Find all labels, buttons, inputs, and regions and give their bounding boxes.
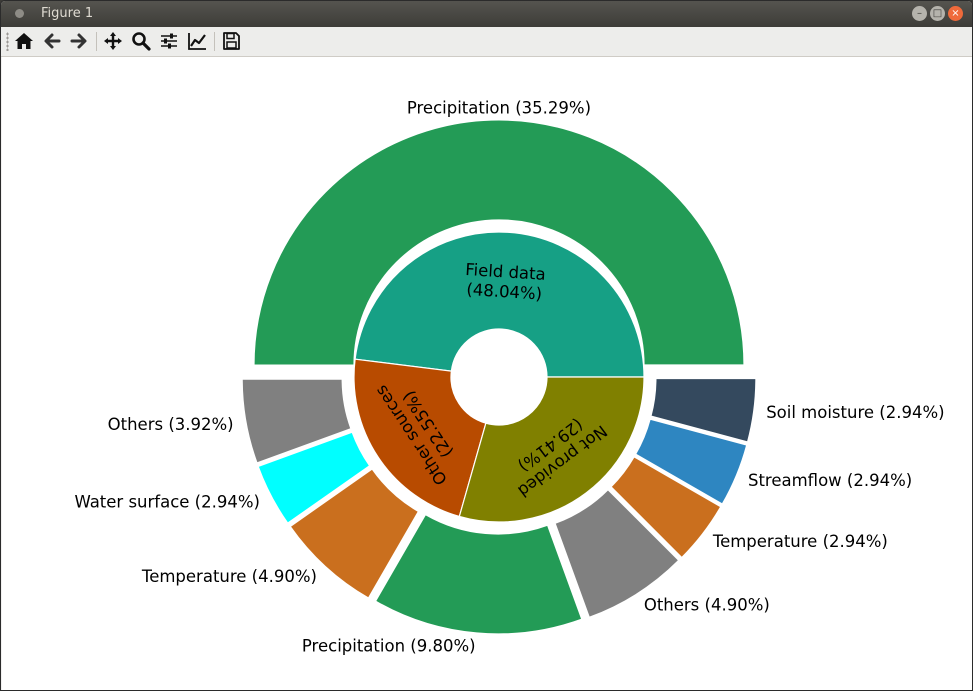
zoom-button[interactable]: [130, 30, 152, 52]
inner-label-field-data: Field data(48.04%): [464, 260, 547, 304]
outer-label-others-5: Others (4.90%): [644, 595, 770, 614]
move-icon: [104, 32, 122, 50]
outer-label-others-1: Others (3.92%): [108, 415, 234, 434]
outer-label-precipitation-4: Precipitation (9.80%): [302, 636, 476, 655]
nested-donut-chart: Field data(48.04%)Other sources(22.55%) N…: [74, 99, 944, 656]
figure-canvas[interactable]: Field data(48.04%) Other sources(22.55%) N…: [2, 57, 972, 690]
outer-label-soil-moisture-8: Soil moisture (2.94%): [766, 403, 944, 422]
outer-wedge-others-1[interactable]: [241, 378, 352, 464]
subplots-button[interactable]: [158, 30, 180, 52]
navigation-toolbar: [1, 27, 972, 57]
inner-ring: Field data(48.04%)Other sources(22.55%) N…: [353, 231, 645, 523]
inner-wedge-not-provided[interactable]: [458, 376, 645, 523]
toolbar-separator: [96, 32, 97, 51]
window-title: Figure 1: [41, 6, 94, 21]
sliders-icon: [161, 33, 177, 49]
outer-wedge-temperature-3[interactable]: [289, 468, 420, 599]
arrow-left-icon: [44, 33, 61, 49]
outer-wedge-water-surface-2[interactable]: [257, 431, 371, 524]
outer-wedge-precipitation-0[interactable]: [253, 119, 745, 366]
toolbar-separator: [214, 32, 215, 51]
minimize-button[interactable]: –: [912, 6, 927, 21]
close-button[interactable]: ×: [948, 6, 963, 21]
outer-wedge-temperature-6[interactable]: [610, 455, 722, 559]
home-icon: [15, 33, 33, 49]
line-chart-icon: [188, 33, 206, 50]
magnifier-icon: [132, 32, 151, 51]
inner-wedge-other-sources[interactable]: [353, 358, 487, 518]
outer-ring: Precipitation (35.29%) Others (3.92%) Wate…: [74, 99, 944, 656]
outer-wedge-precipitation-4[interactable]: [374, 513, 583, 635]
window-menu-icon[interactable]: [15, 9, 24, 18]
maximize-button[interactable]: □: [930, 6, 945, 21]
outer-wedge-streamflow-7[interactable]: [634, 418, 748, 505]
outer-label-water-surface-2: Water surface (2.94%): [74, 493, 260, 512]
floppy-disk-icon: [223, 32, 240, 50]
outer-label-streamflow-7: Streamflow (2.94%): [748, 471, 912, 490]
title-bar[interactable]: Figure 1 – □ ×: [1, 1, 972, 27]
outer-wedge-others-5[interactable]: [554, 488, 680, 619]
save-button[interactable]: [220, 30, 242, 52]
arrow-right-icon: [70, 33, 87, 49]
forward-button[interactable]: [68, 30, 90, 52]
back-button[interactable]: [41, 30, 63, 52]
outer-wedge-soil-moisture-8[interactable]: [650, 377, 757, 443]
pan-button[interactable]: [102, 30, 124, 52]
home-button[interactable]: [13, 30, 35, 52]
outer-label-precipitation-0: Precipitation (35.29%): [407, 99, 591, 118]
inner-wedge-field-data[interactable]: [354, 231, 645, 378]
outer-label-temperature-6: Temperature (2.94%): [712, 532, 888, 551]
customize-button[interactable]: [186, 30, 208, 52]
toolbar-grip-icon[interactable]: [6, 32, 9, 51]
outer-label-temperature-3: Temperature (4.90%): [141, 567, 317, 586]
